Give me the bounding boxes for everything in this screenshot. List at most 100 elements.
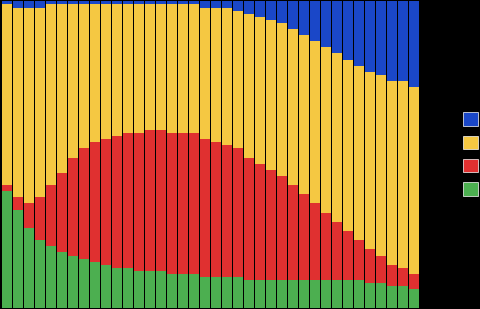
Bar [35,197,45,240]
Bar [299,280,308,308]
Bar [364,72,374,249]
Bar [266,280,275,308]
Bar [343,1,352,60]
Bar [244,14,253,158]
Bar [68,1,77,4]
Bar [90,1,99,4]
Bar [233,1,242,11]
Bar [167,4,176,133]
Bar [233,148,242,277]
Bar [276,280,286,308]
Bar [101,4,110,139]
Bar [354,1,363,66]
Bar [167,274,176,308]
Bar [24,228,34,308]
Bar [2,4,12,185]
Bar [178,274,187,308]
Bar [57,252,66,308]
Bar [386,81,396,265]
Bar [343,60,352,231]
Bar [79,148,88,259]
Bar [375,1,385,75]
Bar [375,256,385,283]
Bar [57,4,66,173]
Bar [332,222,341,280]
Bar [397,286,407,308]
Bar [222,145,231,277]
Bar [386,286,396,308]
Bar [408,289,418,308]
Bar [189,274,198,308]
Bar [310,204,319,280]
Bar [255,164,264,280]
Bar [123,133,132,268]
Bar [13,210,23,308]
Bar [178,4,187,133]
Bar [156,130,165,271]
Bar [332,53,341,222]
Bar [24,7,34,204]
Bar [57,173,66,252]
Bar [167,1,176,4]
Bar [386,1,396,81]
Bar [200,7,209,139]
Bar [321,280,330,308]
Bar [244,1,253,14]
Bar [2,185,12,191]
Bar [90,142,99,262]
Bar [332,280,341,308]
Bar [364,1,374,72]
Bar [397,1,407,81]
Bar [276,23,286,176]
Bar [288,280,297,308]
Bar [189,133,198,274]
Bar [233,11,242,148]
Bar [354,66,363,240]
Bar [2,1,12,4]
Bar [90,262,99,308]
Bar [101,1,110,4]
Bar [79,4,88,148]
Bar [310,1,319,41]
Bar [266,20,275,170]
Bar [343,231,352,280]
Bar [364,283,374,308]
Bar [123,4,132,133]
Bar [123,268,132,308]
Bar [13,197,23,210]
Bar [211,277,220,308]
Bar [112,1,121,4]
Bar [189,4,198,133]
Bar [276,176,286,280]
Bar [101,265,110,308]
Bar [145,1,154,4]
Bar [35,7,45,197]
Bar [397,81,407,268]
Bar [233,277,242,308]
Bar [200,277,209,308]
Bar [46,1,56,4]
Bar [112,4,121,136]
Bar [200,139,209,277]
Bar [68,4,77,158]
Bar [222,277,231,308]
Bar [222,1,231,7]
Bar [375,75,385,256]
Bar [354,240,363,280]
Bar [266,170,275,280]
Bar [200,1,209,7]
Bar [276,1,286,23]
Bar [266,1,275,20]
Bar [364,249,374,283]
Bar [211,7,220,142]
Bar [321,213,330,280]
Bar [299,194,308,280]
Bar [299,35,308,194]
Bar [79,259,88,308]
Bar [145,130,154,271]
Bar [255,1,264,17]
Bar [332,1,341,53]
Bar [386,265,396,286]
Bar [134,271,144,308]
Bar [167,133,176,274]
